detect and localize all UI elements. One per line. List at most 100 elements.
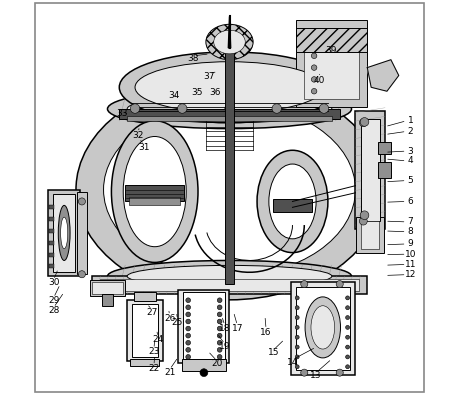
Bar	[49, 253, 54, 256]
Circle shape	[78, 198, 85, 205]
Text: 4: 4	[408, 156, 414, 166]
Circle shape	[359, 217, 367, 225]
Circle shape	[295, 325, 299, 329]
Circle shape	[311, 53, 317, 58]
Circle shape	[78, 271, 85, 278]
Circle shape	[295, 306, 299, 310]
Circle shape	[311, 77, 317, 82]
Circle shape	[186, 319, 190, 324]
Ellipse shape	[135, 62, 324, 113]
Circle shape	[311, 65, 317, 70]
Text: 24: 24	[152, 335, 163, 344]
Circle shape	[217, 355, 222, 359]
Circle shape	[301, 280, 308, 288]
Bar	[179, 290, 230, 363]
Ellipse shape	[127, 265, 332, 287]
Circle shape	[186, 298, 190, 303]
Bar	[49, 205, 54, 209]
Circle shape	[186, 340, 190, 345]
Circle shape	[186, 326, 190, 331]
Text: 22: 22	[148, 364, 160, 373]
Circle shape	[360, 118, 369, 126]
Bar	[296, 287, 350, 370]
Ellipse shape	[206, 24, 253, 60]
Text: 14: 14	[287, 357, 298, 367]
Text: 17: 17	[232, 324, 243, 333]
Bar	[225, 48, 234, 284]
Circle shape	[186, 355, 190, 359]
Circle shape	[295, 345, 299, 349]
Text: 2: 2	[408, 127, 414, 136]
Bar	[297, 21, 367, 107]
Text: 20: 20	[211, 359, 223, 368]
Bar	[100, 279, 359, 291]
Ellipse shape	[76, 79, 383, 300]
Text: 33: 33	[117, 109, 128, 118]
Circle shape	[295, 296, 299, 300]
Circle shape	[186, 305, 190, 310]
Text: 13: 13	[310, 371, 322, 380]
Circle shape	[346, 296, 350, 300]
Text: 30: 30	[48, 278, 59, 288]
Bar	[134, 292, 156, 301]
Circle shape	[217, 312, 222, 317]
Text: 8: 8	[408, 227, 414, 236]
Circle shape	[346, 345, 350, 349]
Circle shape	[186, 333, 190, 338]
Ellipse shape	[107, 260, 352, 292]
Circle shape	[336, 280, 343, 288]
Bar	[182, 359, 225, 371]
Circle shape	[217, 333, 222, 338]
Text: 28: 28	[48, 306, 59, 315]
Circle shape	[217, 298, 222, 303]
Circle shape	[200, 369, 208, 376]
Ellipse shape	[112, 121, 198, 262]
Text: 21: 21	[164, 368, 175, 377]
Circle shape	[359, 119, 367, 127]
Bar	[127, 116, 332, 121]
Circle shape	[346, 306, 350, 310]
Bar	[378, 142, 391, 154]
Bar	[361, 119, 380, 221]
Bar	[49, 264, 54, 268]
Text: 9: 9	[408, 239, 414, 248]
Text: 32: 32	[133, 131, 144, 140]
Circle shape	[346, 335, 350, 339]
Ellipse shape	[119, 52, 340, 123]
Bar	[129, 197, 180, 205]
Text: 40: 40	[313, 76, 325, 85]
Text: 38: 38	[188, 54, 199, 63]
Bar	[53, 194, 75, 272]
Bar	[183, 292, 225, 359]
Bar	[90, 280, 125, 296]
Text: 23: 23	[148, 347, 160, 356]
Polygon shape	[367, 60, 399, 91]
Polygon shape	[228, 17, 231, 48]
Bar	[125, 185, 184, 201]
Text: 31: 31	[138, 143, 150, 152]
Bar	[92, 282, 123, 294]
Text: 7: 7	[408, 217, 414, 226]
Circle shape	[186, 312, 190, 317]
Bar	[273, 199, 312, 213]
Bar	[49, 229, 54, 233]
Bar	[130, 359, 159, 366]
Text: 15: 15	[268, 348, 280, 357]
Ellipse shape	[123, 137, 186, 247]
Circle shape	[346, 365, 350, 369]
Circle shape	[272, 104, 281, 113]
Bar	[291, 282, 355, 374]
Ellipse shape	[305, 297, 341, 358]
Circle shape	[295, 365, 299, 369]
Text: 6: 6	[408, 197, 414, 206]
Bar	[127, 300, 162, 361]
Circle shape	[346, 316, 350, 320]
Bar	[64, 52, 395, 343]
Circle shape	[186, 348, 190, 352]
Bar	[378, 162, 391, 178]
Bar	[49, 241, 54, 245]
Bar	[49, 217, 54, 221]
Text: 3: 3	[408, 147, 414, 156]
Ellipse shape	[107, 89, 352, 129]
Text: 5: 5	[408, 176, 414, 185]
